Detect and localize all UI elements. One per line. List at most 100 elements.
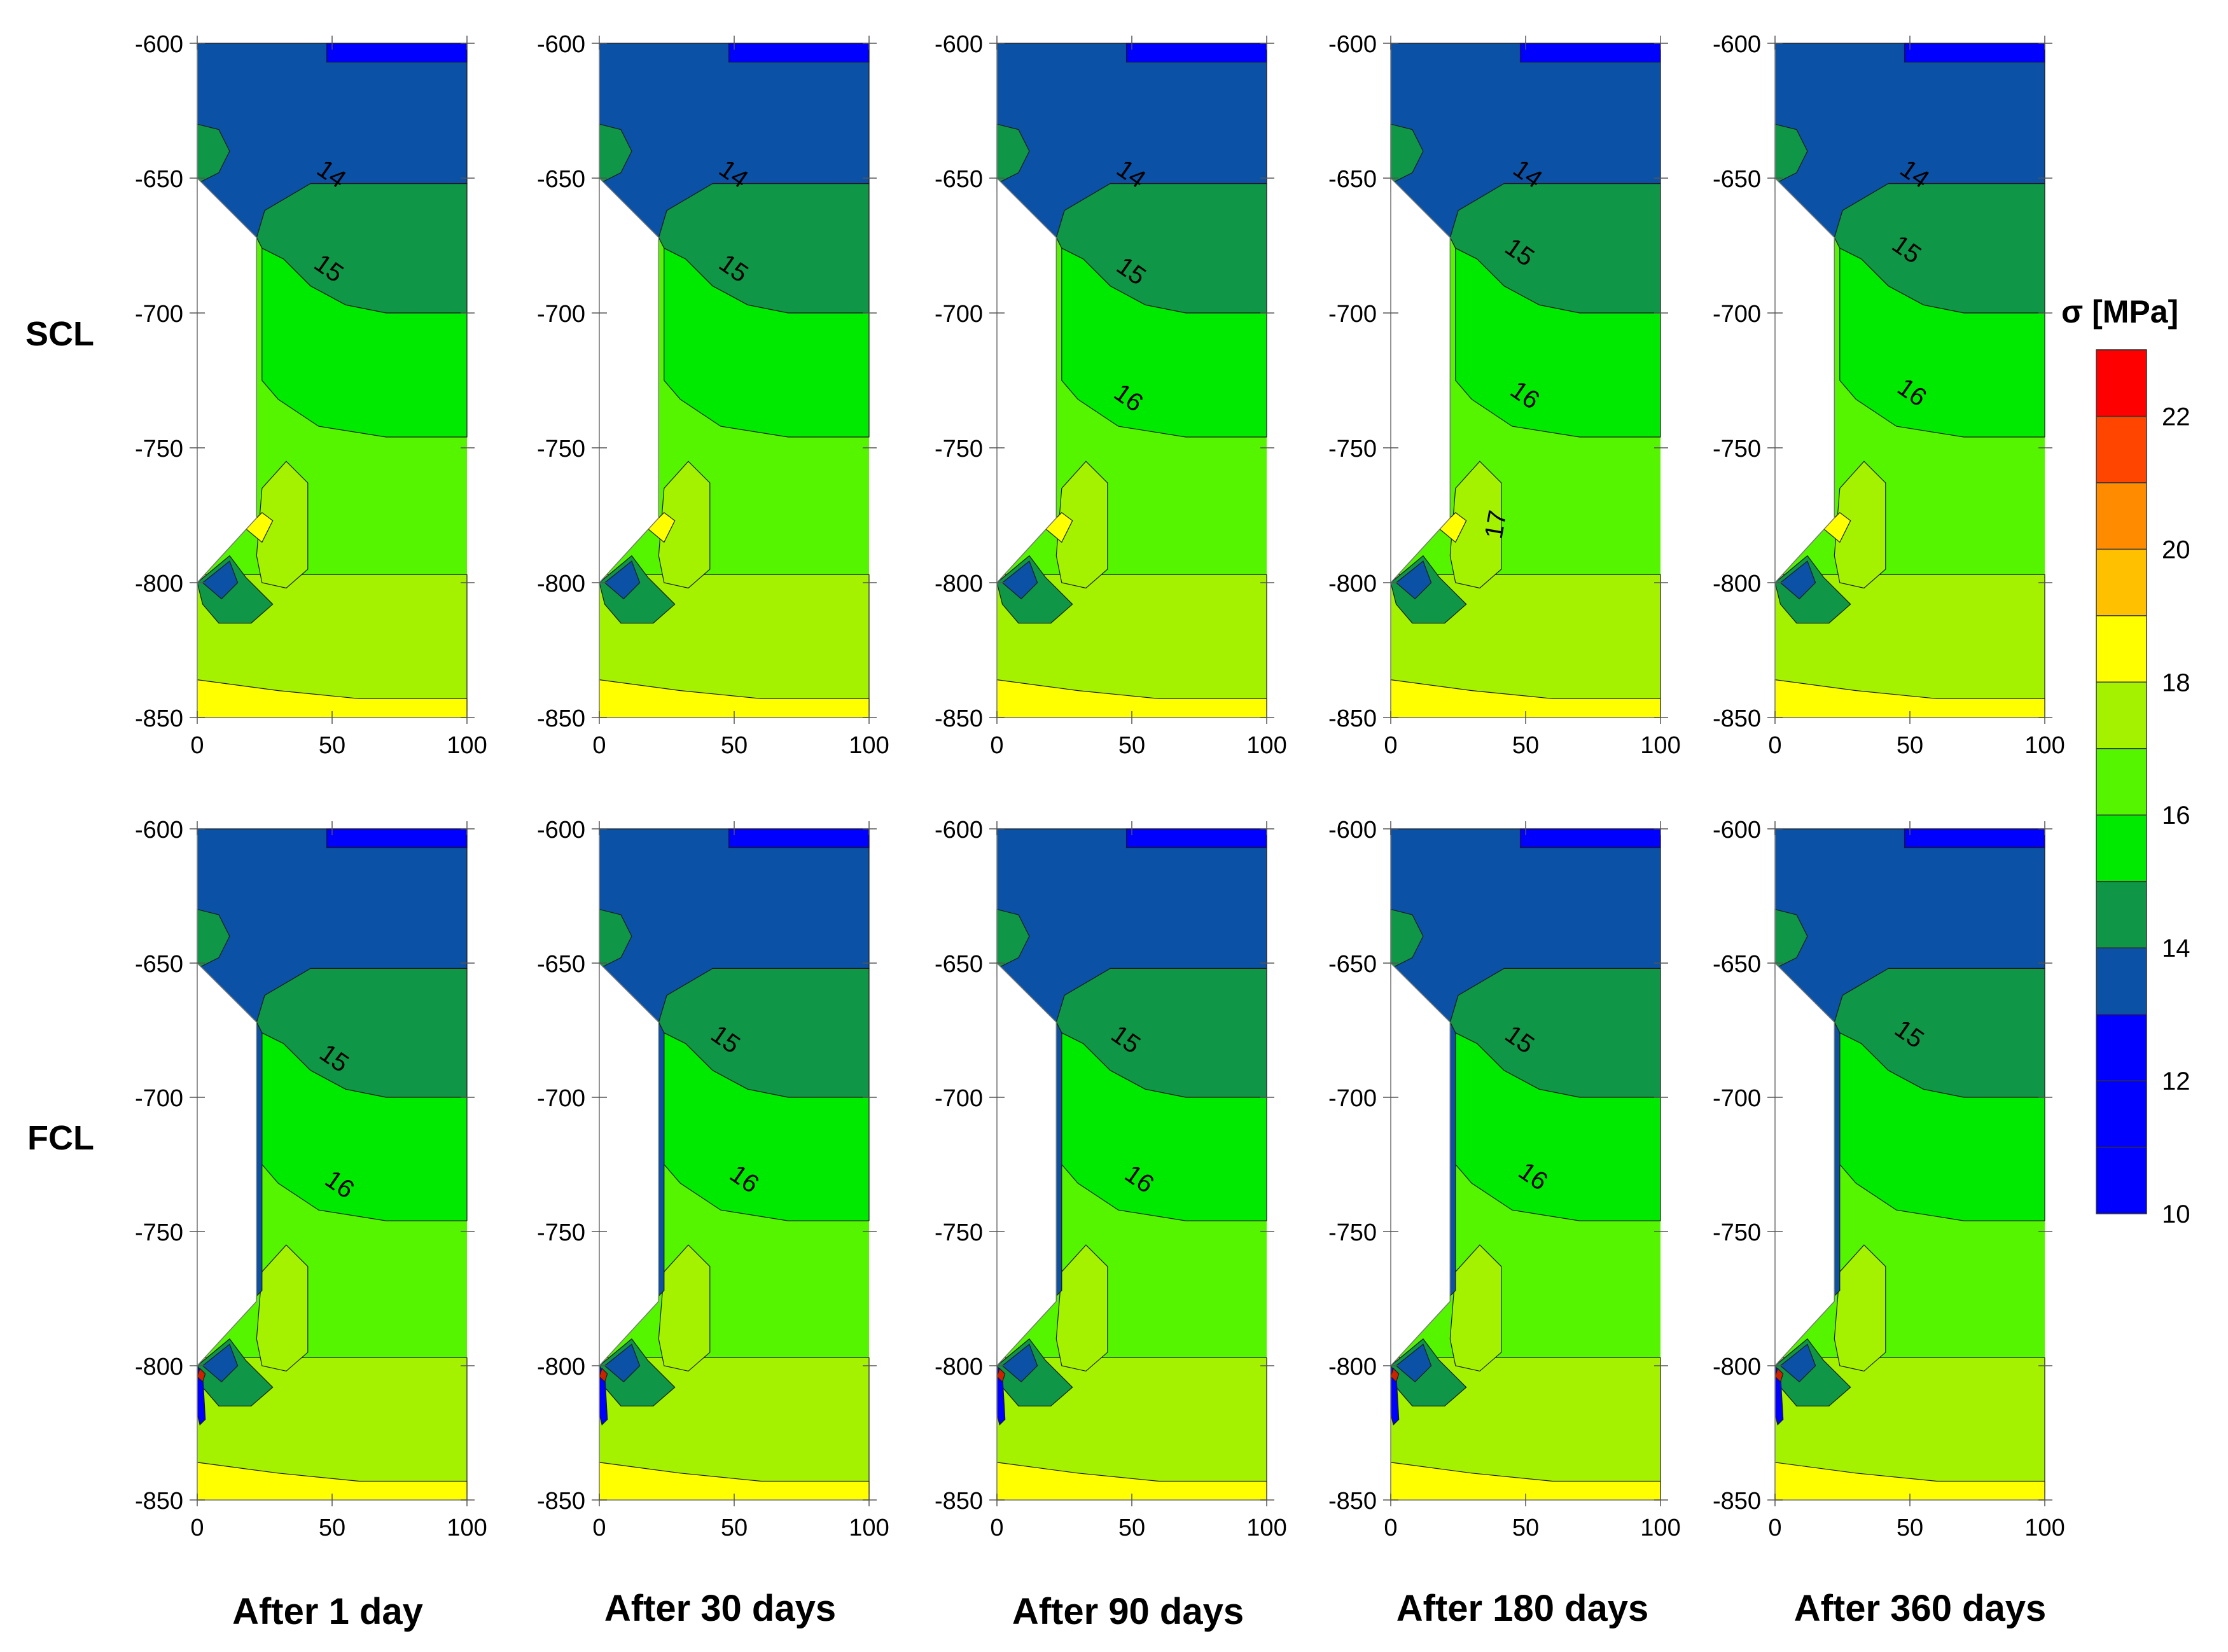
contour-region-4 [261,247,468,438]
y-tick-label: -650 [935,951,983,978]
y-tick-label: -700 [1713,1085,1761,1112]
y-tick-label: -700 [135,301,183,328]
y-tick-label: -800 [1713,571,1761,597]
y-tick-label: -650 [537,166,585,193]
colorbar-tick-label: 20 [2162,536,2190,564]
tunnel-notch [1774,177,1835,584]
y-tick-label: -600 [1328,31,1377,58]
caption-360-days: After 360 days [1794,1588,2047,1629]
y-tick-label: -750 [1328,436,1377,462]
contour-region-4 [1839,1032,2045,1221]
contour-region-13 [1390,1368,1400,1383]
y-tick-label: -850 [1713,705,1761,732]
contour-region-4 [261,1032,468,1221]
colorbar-band [2096,350,2147,417]
colorbar-frame [2096,349,2147,1214]
y-tick-label: -800 [935,571,983,597]
y-tick-label: -850 [935,1488,983,1515]
x-tick-label: 50 [1897,732,1923,759]
contour-region-11 [256,1022,263,1297]
contour-region-2 [1055,461,1108,589]
y-tick-label: -800 [135,571,183,597]
x-tick-label: 0 [190,732,204,759]
y-tick-label: -700 [537,1085,585,1112]
contour-region-2 [256,1244,309,1372]
time-captions: After 1 day After 30 days After 90 days … [232,1588,2046,1632]
x-tick-label: 0 [592,732,606,759]
y-tick-label: -600 [135,31,183,58]
contour-region-2 [256,461,309,589]
x-tick-label: 100 [1640,732,1680,759]
y-tick-label: -750 [537,436,585,462]
x-tick-label: 50 [721,732,748,759]
contour-region-6 [326,43,468,63]
colorbar-band [2096,549,2147,616]
y-tick-label: -650 [1328,951,1377,978]
contour-region-6 [1904,43,2045,63]
caption-30-days: After 30 days [604,1588,836,1629]
y-tick-label: -750 [135,1219,183,1246]
x-tick-label: 100 [849,1515,889,1541]
y-tick-label: -700 [935,301,983,328]
y-tick-label: -800 [1328,571,1377,597]
contour-region-2 [1055,1244,1108,1372]
tunnel-notch [197,177,258,584]
x-tick-label: 50 [1118,732,1145,759]
y-tick-label: -600 [1328,817,1377,843]
y-tick-label: -600 [537,31,585,58]
y-tick-label: -700 [935,1085,983,1112]
colorbar-tick-label: 14 [2162,934,2190,962]
colorbar-band [2096,416,2147,483]
contour-region-6 [1125,43,1267,63]
y-tick-label: -850 [537,1488,585,1515]
caption-90-days: After 90 days [1012,1591,1244,1632]
y-tick-label: -600 [935,817,983,843]
y-tick-label: -750 [135,436,183,462]
x-tick-label: 0 [1384,732,1397,759]
x-tick-label: 0 [1384,1515,1397,1541]
x-tick-label: 0 [990,732,1003,759]
contour-label: 17 [1480,508,1512,541]
contour-region-10 [1001,1343,1038,1383]
colorbar-band [2096,748,2147,816]
y-tick-label: -700 [1713,301,1761,328]
y-tick-label: -800 [1328,1354,1377,1380]
contour-region-2 [1449,1244,1502,1372]
x-tick-label: 50 [1118,1515,1145,1541]
x-tick-label: 0 [990,1515,1003,1541]
contour-region-10 [1001,560,1038,600]
contour-region-13 [197,1368,206,1383]
colorbar-tick-label: 10 [2162,1200,2190,1228]
colorbar-title: σ [MPa] [2061,294,2178,330]
colorbar-band [2096,682,2147,749]
contour-region-2 [1834,461,1886,589]
y-tick-label: -850 [135,705,183,732]
y-tick-label: -850 [1328,1488,1377,1515]
tunnel-notch [1774,962,1835,1367]
y-tick-label: -850 [1328,705,1377,732]
contour-region-4 [664,247,870,438]
x-tick-label: 50 [319,732,345,759]
y-tick-label: -600 [935,31,983,58]
contour-region-2 [1449,461,1502,589]
y-tick-label: -600 [1713,31,1761,58]
x-tick-label: 0 [1768,1515,1781,1541]
contour-region-6 [1904,828,2045,849]
tunnel-notch [197,962,258,1367]
y-tick-label: -650 [135,166,183,193]
y-tick-label: -700 [537,301,585,328]
y-tick-label: -650 [1713,951,1761,978]
tunnel-notch [599,962,660,1367]
contour-region-4 [1839,247,2045,438]
y-tick-label: -800 [935,1354,983,1380]
colorbar-band [2096,482,2147,550]
contour-region-11 [1834,1022,1841,1297]
colorbar-band [2096,1014,2147,1214]
x-tick-label: 100 [2024,732,2064,759]
contour-region-6 [1519,828,1661,849]
